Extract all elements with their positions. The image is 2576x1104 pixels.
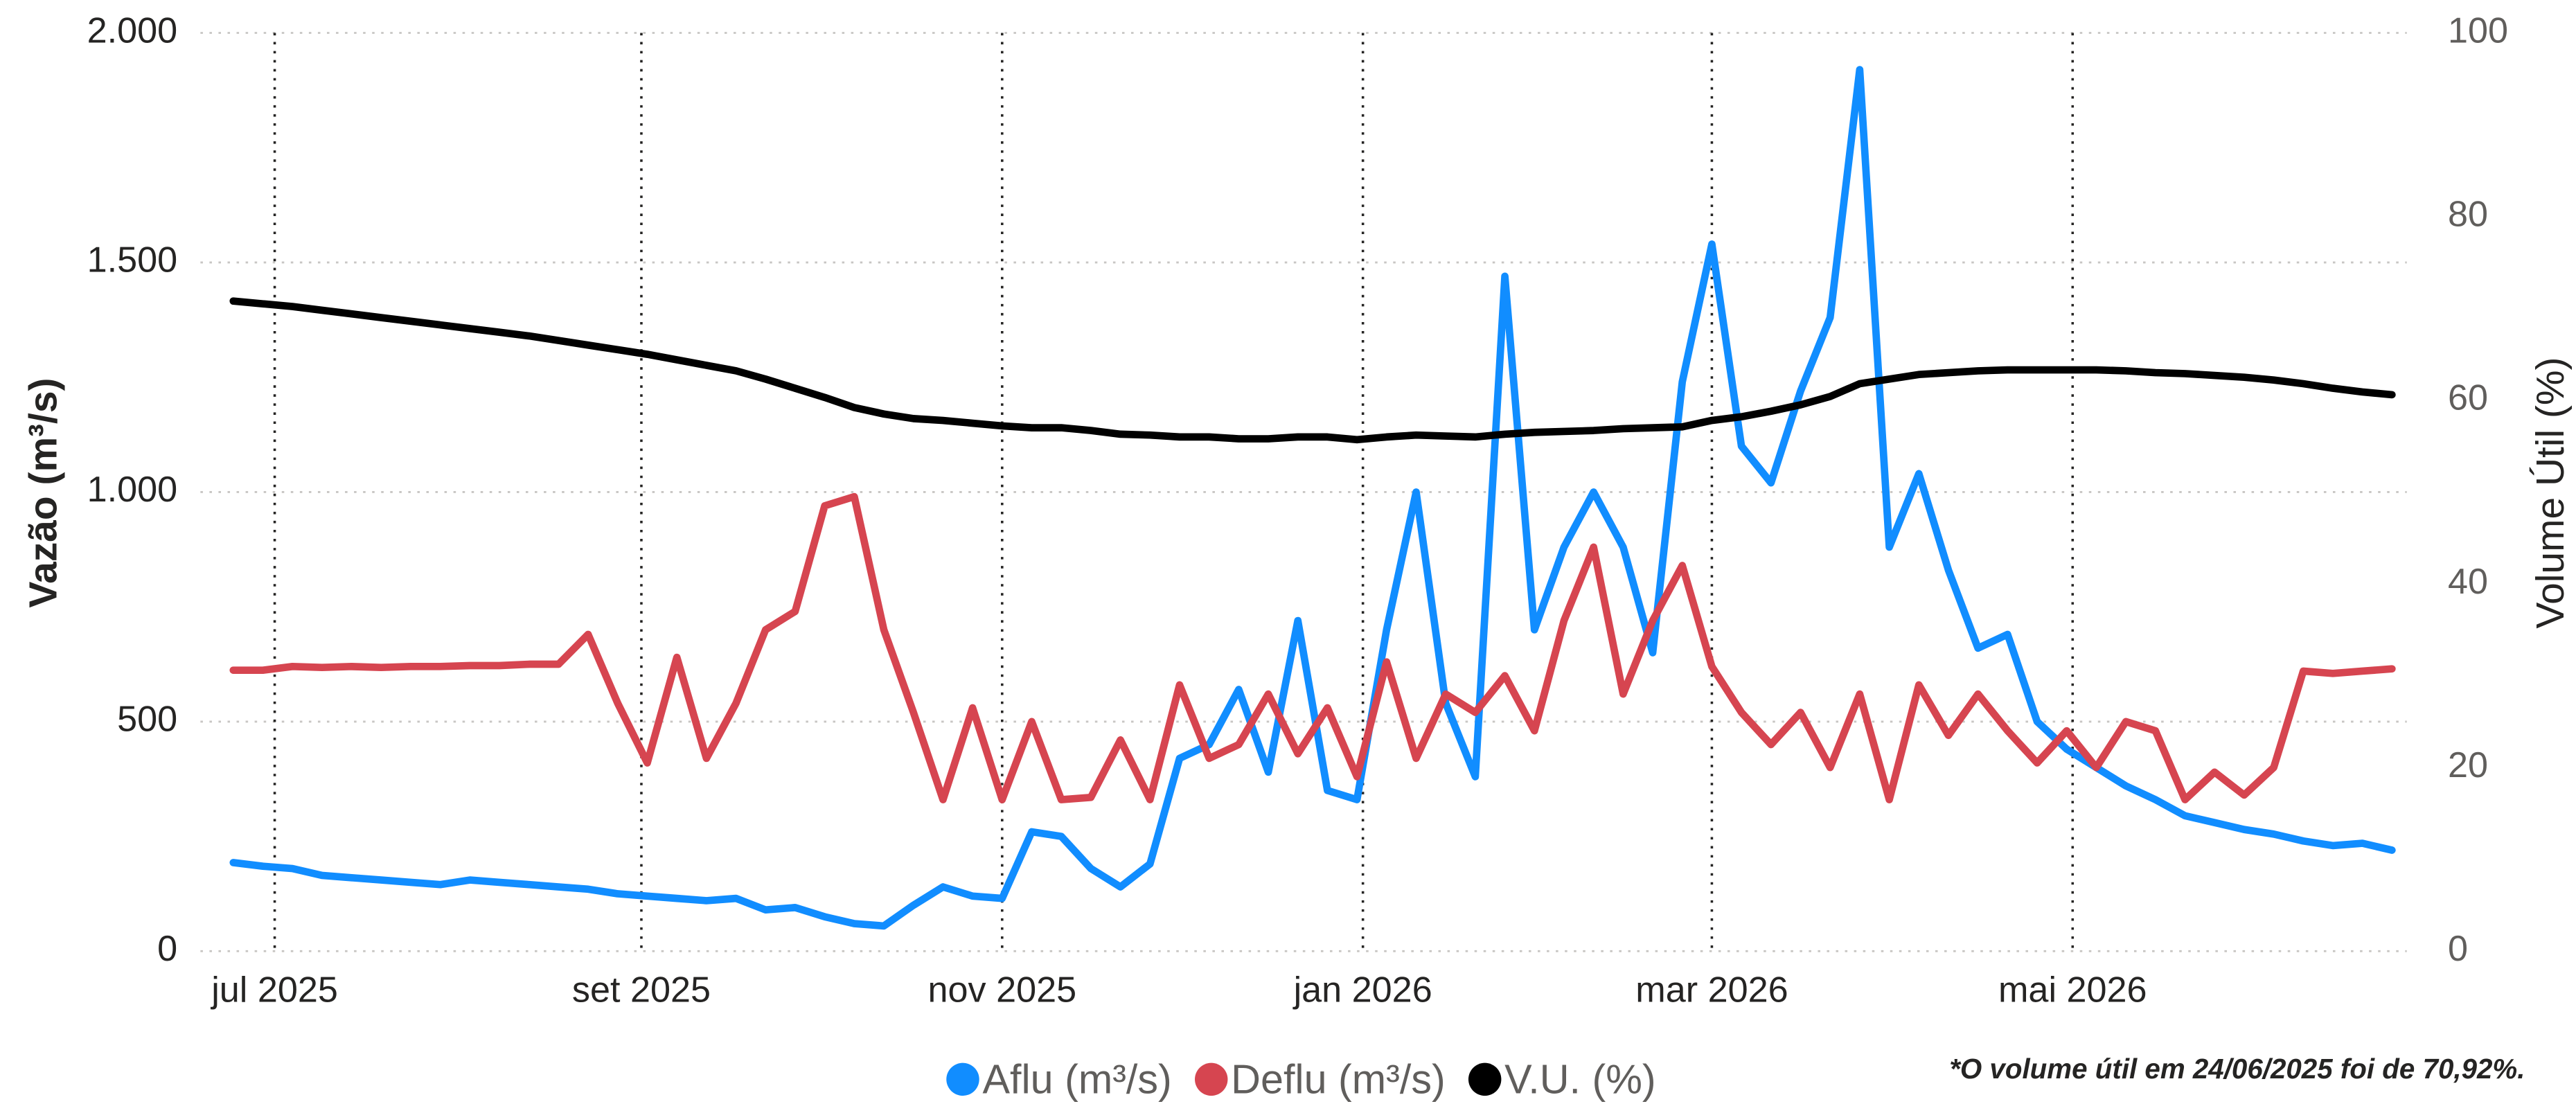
- series-line: [229, 492, 2396, 803]
- y2-axis-title: Volume Útil (%): [2528, 357, 2573, 629]
- series-line: [229, 297, 2396, 444]
- y2-tick-label: 0: [2448, 929, 2468, 969]
- y-tick-label: 500: [117, 700, 177, 740]
- y-tick-label: 2.000: [87, 10, 178, 51]
- y2-tick-label: 20: [2448, 745, 2488, 785]
- y2-tick-label: 100: [2448, 10, 2508, 51]
- x-tick-label: nov 2025: [927, 970, 1076, 1010]
- y-tick-label: 0: [157, 929, 177, 969]
- legend-marker: [1195, 1062, 1228, 1096]
- y2-tick-label: 60: [2448, 378, 2488, 418]
- footnote: *O volume útil em 24/06/2025 foi de 70,9…: [1949, 1053, 2525, 1085]
- y-tick-label: 1.500: [87, 240, 178, 281]
- x-tick-label: jul 2025: [210, 970, 338, 1010]
- x-tick-label: set 2025: [572, 970, 711, 1010]
- legend-label: Deflu (m³/s): [1231, 1056, 1446, 1103]
- y2-tick-label: 80: [2448, 194, 2488, 234]
- y2-tick-label: 40: [2448, 562, 2488, 602]
- y-axis-title: Vazão (m³/s): [21, 378, 65, 608]
- legend-marker: [1468, 1062, 1502, 1096]
- y-tick-label: 1.000: [87, 470, 178, 510]
- legend-label: Aflu (m³/s): [982, 1056, 1171, 1103]
- legend: Aflu (m³/s) Deflu (m³/s) V.U. (%): [946, 1056, 1656, 1103]
- legend-marker: [946, 1062, 979, 1096]
- x-tick-label: jan 2026: [1293, 970, 1432, 1010]
- series-line: [229, 66, 2396, 930]
- x-tick-label: mai 2026: [1998, 970, 2147, 1010]
- legend-label: V.U. (%): [1504, 1056, 1656, 1103]
- x-tick-label: mar 2026: [1635, 970, 1788, 1010]
